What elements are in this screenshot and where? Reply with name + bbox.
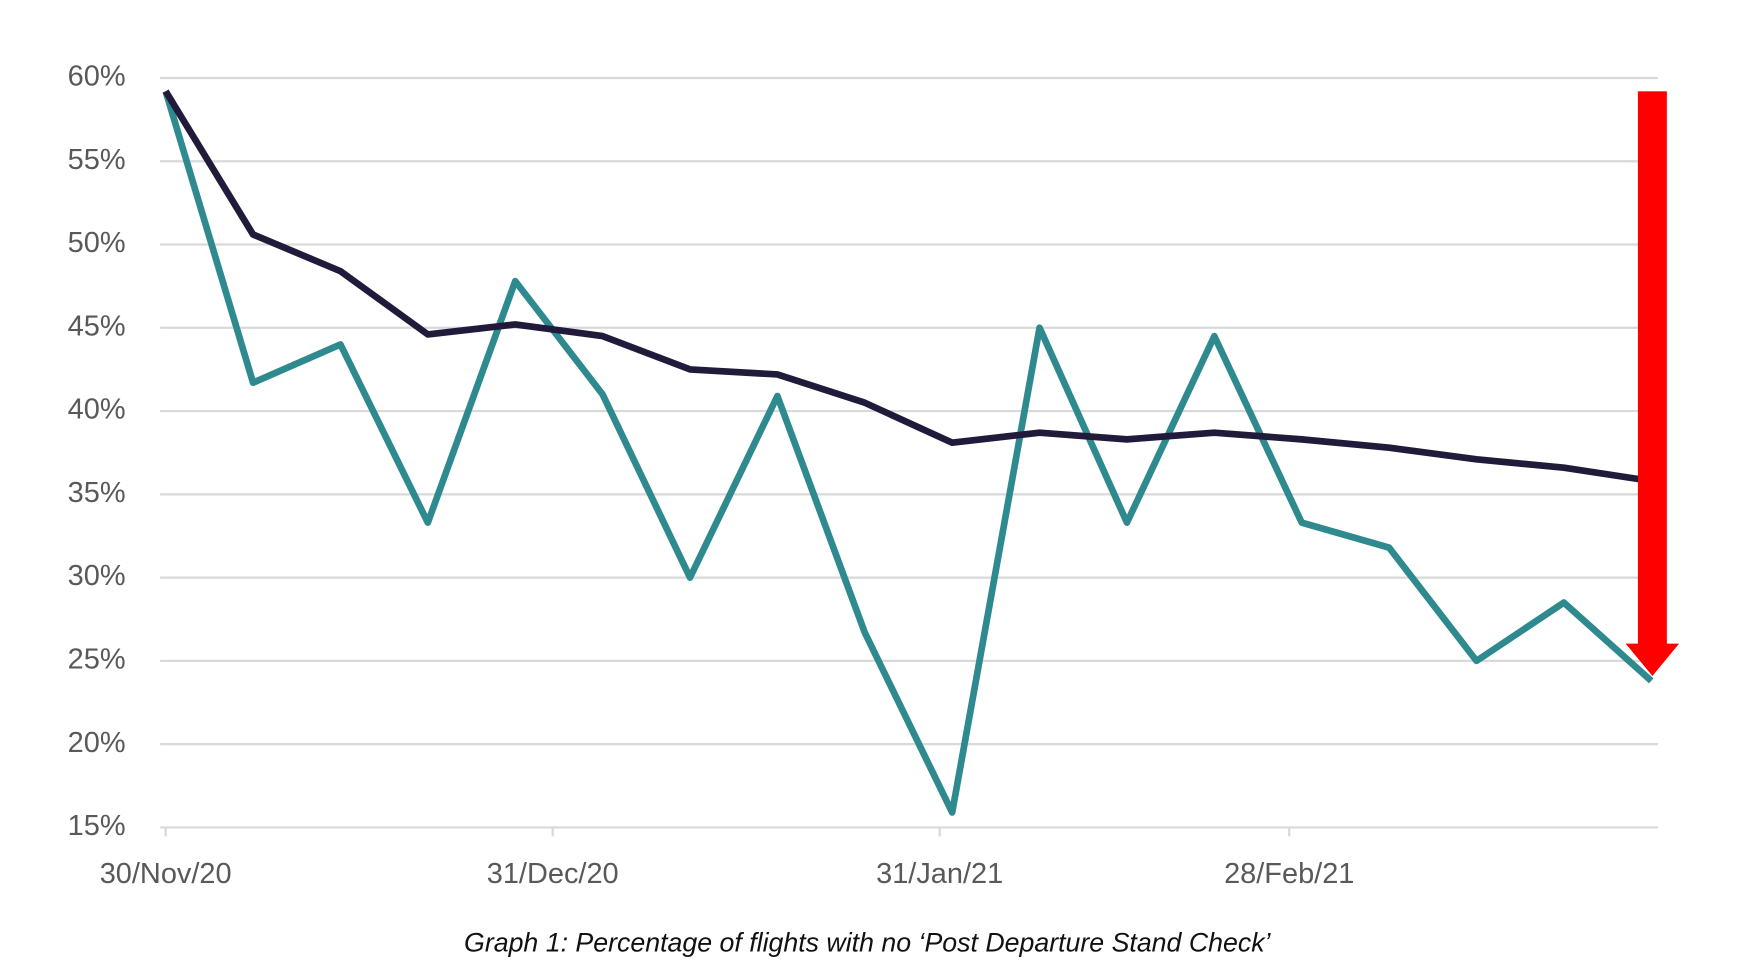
grid: 15% 20% 25% 30% 35% 40% 45% 50% 55% 60% 30/Nov/20 3… — [68, 61, 1658, 890]
series-line — [162, 89, 1652, 485]
y-tick-label: 35% — [68, 477, 126, 509]
arrow-shaft — [1637, 91, 1667, 649]
y-tick-label: 30% — [68, 560, 126, 592]
y-tick-label: 50% — [68, 227, 126, 259]
red-arrow — [1625, 91, 1680, 676]
y-tick-label: 45% — [68, 310, 126, 342]
y-tick-label: 25% — [68, 644, 126, 676]
caption: Graph 1: Percentage of flights with no ‘… — [464, 927, 1272, 957]
x-tick-label: 30/Nov/20 — [100, 858, 232, 890]
arrow-head — [1625, 643, 1680, 676]
y-tick-label: 40% — [68, 394, 126, 426]
plot-area — [162, 89, 1654, 816]
x-tick-label: 31/Jan/21 — [876, 858, 1003, 890]
x-tick-label: 28/Feb/21 — [1224, 858, 1354, 890]
x-tick-label: 31/Dec/20 — [487, 858, 619, 890]
y-tick-label: 20% — [68, 727, 126, 759]
series-line — [162, 90, 1654, 816]
y-tick-label: 55% — [68, 144, 126, 176]
y-tick-label: 15% — [68, 810, 126, 842]
y-tick-label: 60% — [68, 61, 126, 93]
